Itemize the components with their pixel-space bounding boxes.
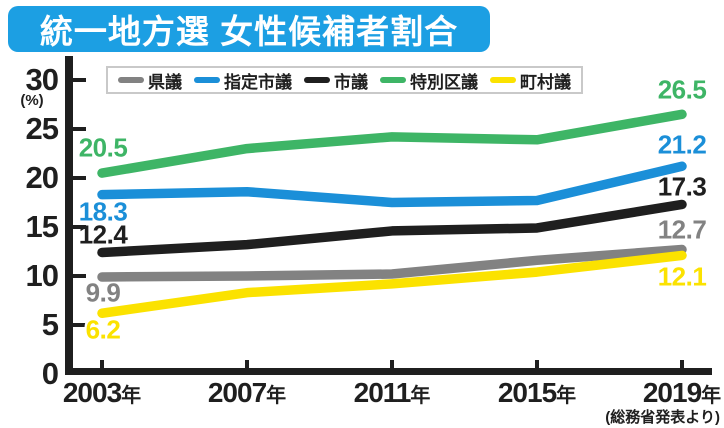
x-axis-year: 2019 — [642, 377, 702, 408]
chart-legend: 県議 指定市議 市議 特別区議 町村議 — [106, 66, 583, 94]
x-axis-year-suffix: 年 — [701, 385, 722, 407]
legend-item-special-ward-assembly: 特別区議 — [380, 68, 478, 93]
y-axis-tick — [73, 78, 86, 82]
y-axis-label: 20 — [25, 160, 59, 195]
end-value-label-town-village-assembly: 12.1 — [657, 261, 707, 292]
x-axis-tick — [535, 360, 539, 368]
legend-label: 町村議 — [520, 72, 571, 92]
y-axis-tick — [73, 127, 86, 131]
x-axis-year-suffix: 年 — [556, 385, 577, 407]
series-line-city-assembly — [97, 199, 687, 258]
start-value-label-designated-city-assembly: 18.3 — [78, 196, 128, 227]
x-axis-year-suffix: 年 — [266, 385, 287, 407]
x-axis-label: 2011年 — [354, 377, 431, 409]
y-axis-line — [65, 56, 73, 375]
x-axis-year: 2003 — [62, 377, 122, 408]
legend-item-prefectural-assembly: 県議 — [118, 68, 182, 93]
legend-label: 県議 — [148, 72, 182, 92]
source-note: (総務省発表より) — [605, 409, 720, 426]
end-value-label-prefectural-assembly: 12.7 — [657, 214, 707, 245]
series-line-designated-city-assembly — [97, 161, 687, 208]
legend-item-designated-city-assembly: 指定市議 — [194, 68, 292, 93]
start-value-label-town-village-assembly: 6.2 — [85, 314, 121, 345]
legend-item-town-village-assembly: 町村議 — [490, 68, 571, 93]
y-axis-tick — [73, 225, 86, 229]
x-axis-tick — [680, 360, 684, 368]
x-axis-tick — [245, 360, 249, 368]
x-axis-tick — [100, 360, 104, 368]
x-axis-label: 2015年 — [498, 377, 576, 409]
x-axis-year-suffix: 年 — [410, 385, 431, 407]
end-value-label-special-ward-assembly: 26.5 — [657, 74, 707, 105]
legend-label: 市議 — [334, 72, 368, 92]
page-title-text: 統一地方選 女性候補者割合 — [39, 13, 459, 50]
end-value-label-city-assembly: 17.3 — [657, 171, 707, 202]
series-line-town-village-assembly — [97, 250, 687, 318]
y-axis-label: 5 — [41, 307, 59, 342]
x-axis-tick — [390, 360, 394, 368]
y-axis-label: 30 — [25, 62, 59, 97]
x-axis-label: 2019年 — [643, 377, 721, 409]
y-axis-tick — [73, 323, 86, 327]
legend-dash-icon — [380, 77, 406, 83]
x-axis-label: 2007年 — [208, 377, 286, 409]
y-axis-label: 15 — [25, 209, 59, 244]
end-value-label-designated-city-assembly: 21.2 — [657, 129, 707, 160]
legend-dash-icon — [490, 77, 516, 83]
start-value-label-prefectural-assembly: 9.9 — [85, 277, 121, 308]
legend-dash-icon — [194, 77, 220, 83]
y-axis-label: 25 — [25, 111, 59, 146]
y-axis-tick — [73, 176, 86, 180]
x-axis-year: 2007 — [207, 377, 267, 408]
y-axis-label: 0 — [41, 356, 59, 391]
y-axis-tick — [73, 274, 86, 278]
start-value-label-special-ward-assembly: 20.5 — [78, 132, 128, 163]
x-axis-year: 2015 — [497, 377, 557, 408]
x-axis-year-suffix: 年 — [121, 385, 142, 407]
legend-dash-icon — [118, 77, 144, 83]
x-axis-line — [65, 368, 712, 375]
x-axis-label: 2003年 — [63, 377, 141, 409]
y-axis-label: 10 — [25, 258, 59, 293]
y-axis-unit-label: (%) — [20, 92, 44, 109]
legend-label: 特別区議 — [410, 72, 478, 92]
series-line-special-ward-assembly — [97, 109, 687, 178]
legend-label: 指定市議 — [224, 72, 292, 92]
page-title: 統一地方選 女性候補者割合 — [8, 6, 490, 52]
x-axis-year: 2011 — [353, 377, 412, 408]
start-value-label-city-assembly: 12.4 — [78, 219, 128, 250]
series-line-prefectural-assembly — [97, 244, 687, 282]
legend-dash-icon — [304, 77, 330, 83]
legend-item-city-assembly: 市議 — [304, 68, 368, 93]
